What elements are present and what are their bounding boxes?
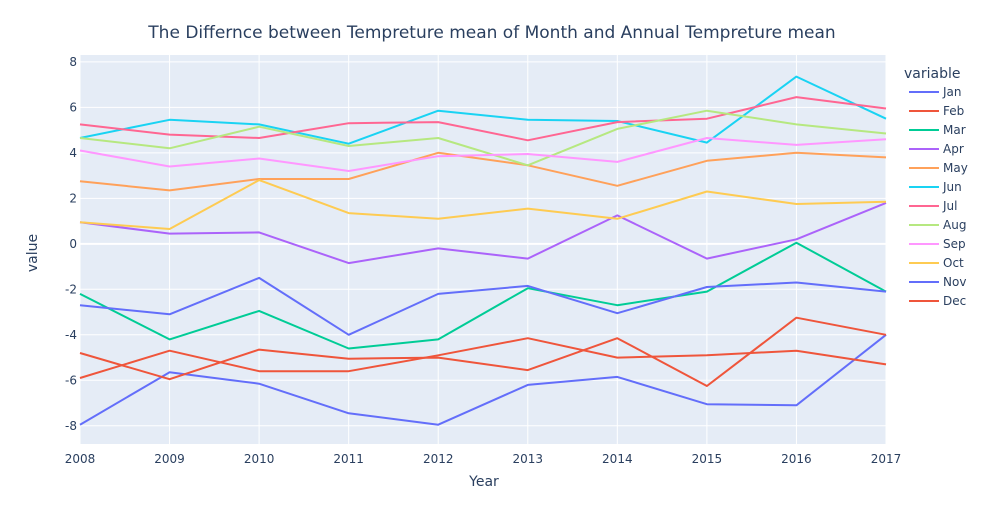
legend-item-oct[interactable]: Oct [909,256,964,270]
legend-item-sep[interactable]: Sep [909,237,966,251]
legend-label: Mar [943,123,966,137]
series-line-nov [79,276,887,336]
y-tick-label: 8 [69,55,77,69]
legend-label: Apr [943,142,964,156]
y-tick-label: -2 [65,282,77,296]
y-tick-label: -6 [65,373,77,387]
legend-label: Jul [942,199,957,213]
legend-label: May [943,161,968,175]
series-line-apr [79,201,887,265]
x-tick-label: 2011 [333,452,364,466]
legend-label: Sep [943,237,966,251]
y-tick-label: 2 [69,191,77,205]
legend-label: Jun [942,180,962,194]
legend-item-dec[interactable]: Dec [909,294,966,308]
series-line-may [79,151,887,192]
chart-title: The Differnce between Tempreture mean of… [147,23,835,43]
series-line-jul [79,96,887,142]
legend-label: Feb [943,104,964,118]
series-line-oct [79,179,887,230]
series-line-aug [79,109,887,167]
x-axis-title: Year [468,474,499,490]
series-line-sep [79,137,887,172]
x-tick-label: 2015 [692,452,723,466]
legend-label: Nov [943,275,966,289]
x-tick-label: 2017 [871,452,902,466]
x-axis: 2008 2009 2010 2011 2012 2013 2014 2015 2016 2017 [65,452,902,466]
y-tick-label: 0 [69,237,77,251]
series-lines [79,75,887,426]
legend-label: Jan [942,85,962,99]
legend-item-aug[interactable]: Aug [909,218,966,232]
y-axis: -8 -6 -4 -2 0 2 4 6 8 [65,55,77,433]
y-tick-label: 4 [69,146,77,160]
legend-item-mar[interactable]: Mar [909,123,966,137]
y-tick-label: 6 [69,100,77,114]
x-tick-label: 2014 [602,452,633,466]
x-tick-label: 2013 [513,452,544,466]
y-tick-label: -8 [65,419,77,433]
x-tick-label: 2012 [423,452,454,466]
legend-label: Oct [943,256,964,270]
y-tick-label: -4 [65,328,77,342]
x-tick-label: 2009 [154,452,185,466]
legend-label: Dec [943,294,966,308]
x-tick-label: 2008 [65,452,96,466]
legend-item-apr[interactable]: Apr [909,142,964,156]
legend-label: Aug [943,218,966,232]
legend-title: variable [904,66,960,82]
legend-item-jul[interactable]: Jul [909,199,957,213]
x-tick-label: 2016 [781,452,812,466]
series-line-mar [79,241,887,350]
legend: variable Jan Feb Mar Apr May Jun Jul Aug Sep Oct N… [904,66,968,308]
y-axis-title: value [25,234,41,272]
series-line-jun [79,75,887,145]
series-line-dec [79,316,887,387]
plot-area [80,55,886,444]
x-tick-label: 2010 [244,452,275,466]
legend-item-feb[interactable]: Feb [909,104,964,118]
legend-item-nov[interactable]: Nov [909,275,966,289]
legend-item-jun[interactable]: Jun [909,180,962,194]
legend-item-may[interactable]: May [909,161,968,175]
legend-item-jan[interactable]: Jan [909,85,962,99]
series-line-jan [79,334,887,426]
